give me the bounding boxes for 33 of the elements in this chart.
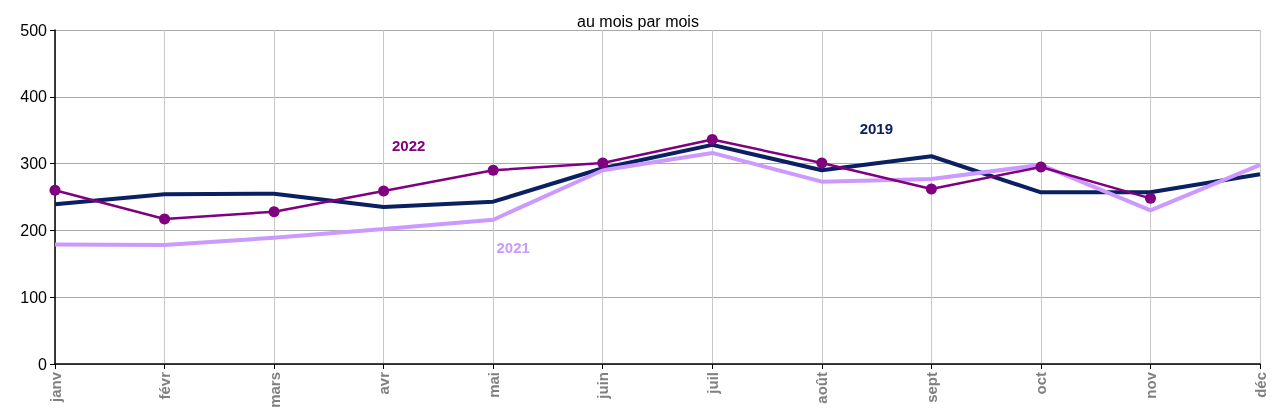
- x-tick-label: déc: [1251, 372, 1269, 398]
- point: [1144, 192, 1156, 204]
- y-tick-label: 0: [38, 355, 48, 373]
- x-tick-label: janv: [46, 371, 64, 404]
- x-tick-label: juil: [703, 372, 721, 395]
- x-tick-label: mars: [265, 372, 283, 408]
- y-tick-label: 400: [20, 88, 48, 106]
- chart-title: au mois par mois: [577, 12, 699, 30]
- point: [706, 134, 718, 146]
- point: [378, 185, 390, 197]
- point: [816, 157, 828, 169]
- x-tick-label: févr: [156, 371, 174, 400]
- x-tick-label: mai: [484, 372, 502, 398]
- y-tick-label: 300: [20, 155, 48, 173]
- point: [597, 157, 609, 169]
- point: [1035, 161, 1047, 173]
- point: [159, 213, 171, 225]
- x-tick-label: juin: [594, 372, 612, 400]
- point: [925, 183, 937, 195]
- point: [487, 164, 499, 176]
- series-label: 2022: [391, 137, 426, 155]
- x-tick-label: sept: [922, 372, 940, 403]
- x-tick-label: août: [813, 372, 831, 404]
- y-tick-label: 200: [20, 221, 48, 239]
- y-tick-label: 100: [20, 288, 48, 306]
- y-tick-label: 500: [20, 21, 48, 39]
- series-label: 2021: [496, 239, 530, 257]
- x-tick-label: oct: [1032, 372, 1050, 395]
- x-tick-label: nov: [1141, 371, 1159, 399]
- point: [49, 184, 61, 196]
- point: [268, 206, 280, 218]
- x-tick-label: avr: [375, 371, 393, 395]
- series-label: 2019: [859, 119, 894, 137]
